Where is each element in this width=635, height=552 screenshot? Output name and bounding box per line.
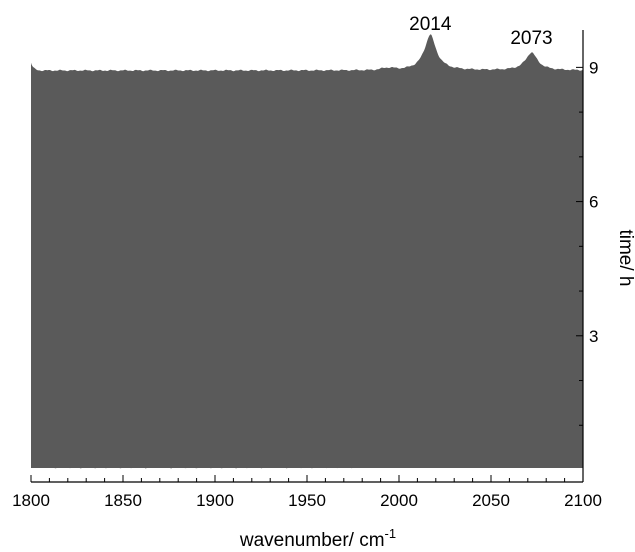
- spectra-stack: [30, 33, 584, 470]
- x-tick-label: 1950: [288, 491, 326, 510]
- x-tick-label: 1800: [12, 491, 50, 510]
- x-tick-label: 1850: [104, 491, 142, 510]
- time-tick-label: 6: [589, 193, 598, 212]
- peak-label: 2014: [409, 14, 452, 35]
- x-tick-label: 2050: [472, 491, 510, 510]
- time-axis-title: time/ h: [615, 229, 635, 286]
- x-axis-title: wavenumber/ cm-1: [239, 526, 396, 551]
- x-axis-title-superscript: -1: [385, 526, 397, 541]
- x-tick-label: 2000: [380, 491, 418, 510]
- peak-label: 2073: [510, 28, 552, 49]
- labels: 1800 1850 1900 1950 2000 2050 2100 3 6 9 wavenumbe…: [12, 14, 635, 551]
- ticks: [30, 66, 584, 482]
- x-axis-title-text: wavenumber/ cm: [239, 530, 385, 551]
- time-tick-label: 3: [589, 327, 598, 346]
- spectrum-line: [30, 33, 584, 72]
- spectrum-fill: [31, 33, 583, 468]
- time-tick-label: 9: [589, 58, 598, 77]
- x-tick-label: 1900: [196, 491, 234, 510]
- x-tick-label: 2100: [564, 491, 602, 510]
